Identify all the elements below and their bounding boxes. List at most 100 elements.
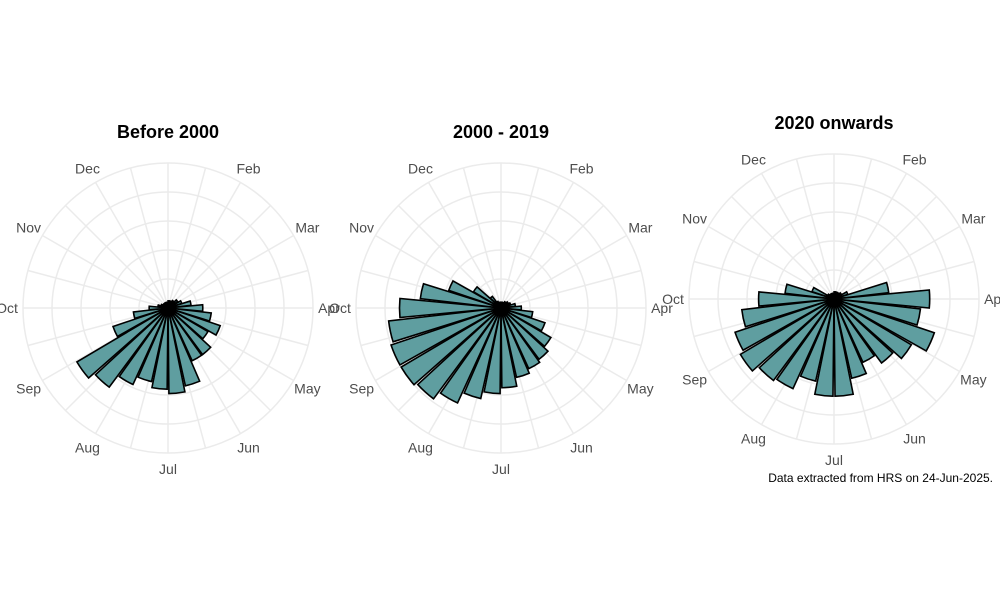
grid-spoke [167,182,242,309]
bar-1-12 [500,307,531,379]
grid-spoke [94,182,169,309]
month-label-nov: Nov [349,220,374,236]
bar-1-9 [500,307,553,348]
month-label-feb: Feb [236,161,260,177]
grid-spoke [500,269,642,309]
month-label-apr: Apr [651,300,673,316]
month-label-apr: Apr [318,300,340,316]
month-label-mar: Mar [295,220,319,236]
bar-0-9 [167,307,210,340]
bar-0-15 [137,307,169,383]
bar-0-21 [148,305,169,311]
bar-0-10 [167,307,212,356]
month-label-mar: Mar [961,211,985,227]
grid-spoke [760,173,835,300]
grid-spoke [500,167,540,309]
grid-spoke [167,167,207,309]
month-label-jul: Jul [159,461,177,477]
grid-spoke [500,182,575,309]
grid-spoke [397,204,502,309]
bar-2-8 [833,298,936,353]
grid-spoke [833,173,908,300]
bar-2-16 [775,298,835,390]
grid-spoke [42,234,169,309]
bar-1-18 [400,307,502,386]
month-label-jul: Jul [492,461,510,477]
bar-0-8 [167,307,222,337]
bar-2-19 [734,298,835,352]
bar-1-15 [463,307,502,400]
month-label-dec: Dec [75,161,100,177]
bar-2-6 [833,289,931,309]
grid-spoke [500,234,627,309]
bar-0-19 [112,307,169,338]
bar-1-19 [390,307,502,367]
month-label-sep: Sep [349,381,374,397]
bar-2-11 [833,298,876,364]
month-label-oct: Oct [662,291,684,307]
month-label-dec: Dec [408,161,433,177]
bar-0-20 [132,307,169,320]
chart-title-1: Before 2000 [117,122,219,142]
grid-spoke [427,182,502,309]
bar-2-15 [799,298,835,383]
bar-2-21 [757,291,835,307]
month-label-jul: Jul [825,452,843,468]
bar-1-21 [398,297,502,319]
month-label-may: May [294,381,320,397]
polar-chart-3: Feb Mar Apr May Jun Jul Aug Sep Oct Nov Dec 2020 on… [662,113,1000,468]
bar-0-13 [167,307,186,395]
bar-2-12 [833,298,868,380]
grid-spoke [27,269,169,309]
grid-spoke [462,167,502,309]
data-source-caption: Data extracted from HRS on 24-Jun-2025. [768,471,993,485]
bar-1-11 [500,307,541,370]
bar-2-27 [830,292,835,300]
month-label-feb: Feb [569,161,593,177]
month-label-may: May [960,372,986,388]
bar-1-16 [439,307,502,404]
bar-0-16 [118,307,169,386]
month-label-nov: Nov [16,220,41,236]
month-label-sep: Sep [16,381,41,397]
month-label-nov: Nov [682,211,707,227]
bar-1-27 [497,301,502,309]
bar-0-27 [164,301,169,309]
grid-spoke [129,167,169,309]
bar-0-18 [75,307,169,380]
grid-spoke [795,158,835,300]
polar-chart-2: Feb Mar Apr May Jun Jul Aug Sep Oct Nov Dec 2000 - … [329,122,673,477]
grid-spoke [833,195,938,300]
month-label-oct: Oct [329,300,351,316]
bar-1-10 [500,307,550,361]
bar-2-13 [833,298,855,397]
polar-chart-1: Feb Mar Apr May Jun Jul Aug Sep Oct Nov Dec Before … [0,122,340,477]
month-label-aug: Aug [741,430,766,446]
month-label-apr: Apr [984,291,1000,307]
month-label-aug: Aug [75,439,100,455]
bar-2-5 [833,281,890,300]
grid-spoke [833,225,960,300]
month-label-oct: Oct [0,300,18,316]
month-label-dec: Dec [741,152,766,168]
grid-spoke [708,225,835,300]
grid-spoke [64,204,169,309]
grid-spoke [167,204,272,309]
month-label-jun: Jun [237,439,260,455]
grid-spoke [500,204,605,309]
bar-2-18 [739,298,835,373]
chart-title-2: 2000 - 2019 [453,122,549,142]
grid-spoke [167,269,309,309]
bar-1-17 [416,307,502,400]
month-label-feb: Feb [902,152,926,168]
bar-1-13 [500,307,518,389]
bar-1-23 [447,279,502,309]
month-label-jun: Jun [570,439,593,455]
month-label-may: May [627,381,653,397]
bar-0-17 [94,307,169,389]
bar-2-17 [758,298,835,382]
bar-2-9 [833,298,913,360]
bar-2-10 [833,298,894,365]
bar-0-12 [167,307,201,387]
